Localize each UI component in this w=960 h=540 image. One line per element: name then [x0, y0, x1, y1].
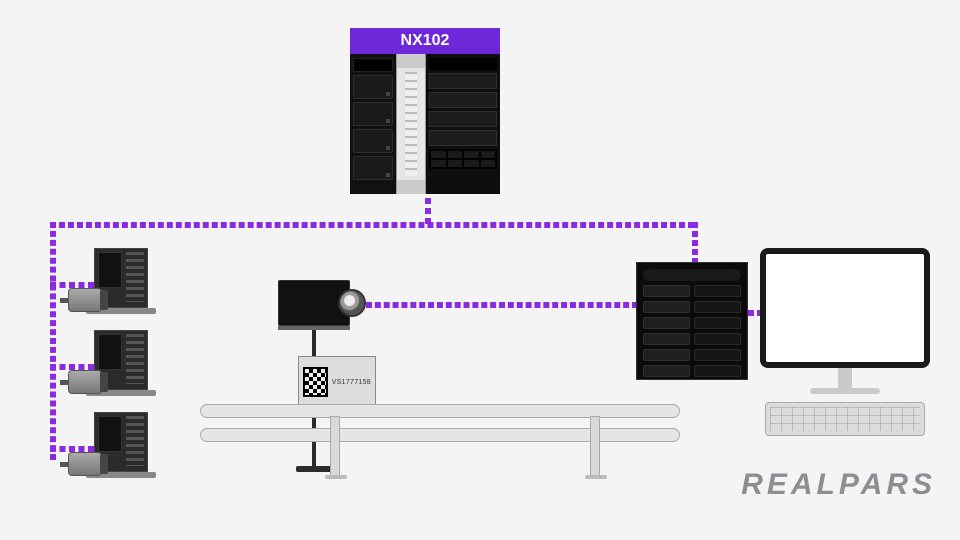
net-servo-bus	[50, 222, 56, 460]
product-code: VS1777158	[332, 379, 371, 386]
camera-lens-icon	[338, 289, 366, 317]
camera-post-base	[296, 466, 332, 472]
monitor-icon	[760, 248, 930, 368]
net-backbone	[50, 222, 694, 228]
plc-port-icon	[353, 129, 393, 153]
plc-din-column	[396, 54, 426, 194]
conveyor	[200, 404, 680, 448]
hmi-pc	[760, 248, 930, 436]
qr-code-icon	[303, 367, 328, 397]
vision-top-handle	[643, 269, 741, 281]
servo-motor-icon	[60, 448, 108, 482]
product-box: VS1777158	[298, 356, 376, 408]
net-vision-drop	[692, 222, 698, 264]
plc-io-column	[426, 54, 500, 194]
plc-label: NX102	[350, 28, 500, 54]
servo-motor-icon	[60, 366, 108, 400]
plc-nx102: NX102	[350, 28, 500, 194]
brand-logo: REALPARS	[741, 468, 936, 502]
plc-port-icon	[353, 102, 393, 126]
plc-port-icon	[353, 156, 393, 180]
net-cam-to-vis	[366, 302, 638, 308]
screen-icon	[766, 254, 924, 362]
diagram-stage: NX102	[0, 0, 960, 540]
servo-motor-icon	[60, 284, 108, 318]
servo-drive-2	[60, 330, 170, 400]
servo-drive-3	[60, 412, 170, 482]
plc-cpu-column	[350, 54, 396, 194]
vision-camera	[278, 280, 350, 326]
plc-port-icon	[353, 75, 393, 99]
keyboard-icon	[765, 402, 925, 436]
plc-body	[350, 54, 500, 194]
servo-drive-1	[60, 248, 170, 318]
vision-controller	[636, 262, 748, 380]
